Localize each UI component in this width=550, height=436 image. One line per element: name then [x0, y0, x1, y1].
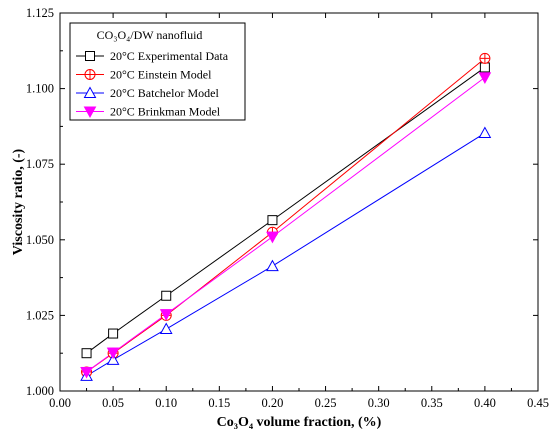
data-point	[266, 231, 279, 244]
data-point	[478, 72, 492, 84]
data-point	[479, 52, 491, 64]
data-point	[159, 322, 173, 335]
x-tick-label: 0.15	[208, 396, 230, 410]
x-tick-label: 0.25	[315, 396, 337, 410]
x-tick-label: 0.30	[368, 396, 390, 410]
y-tick-label: 1.075	[26, 157, 54, 171]
data-point	[159, 309, 173, 321]
x-tick-label: 0.10	[155, 396, 177, 410]
data-point	[266, 259, 279, 272]
axes-layer: 0.00 0.05 0.10 0.15 0.20 0.25 0.30 0.35 0.40 0.45…	[11, 6, 549, 430]
data-point	[106, 353, 120, 365]
legend-label-1: 20°C Einstein Model	[110, 68, 212, 82]
x-tick-label: 0.35	[421, 396, 443, 410]
data-point	[479, 62, 490, 73]
y-tick-label: 1.125	[26, 6, 54, 20]
y-axis-title: Viscosity ratio, (-)	[11, 148, 26, 255]
legend-label-2: 20°C Batchelor Model	[110, 86, 219, 100]
x-tick-label: 0.00	[49, 396, 71, 410]
legend-marker-1	[84, 69, 96, 80]
x-tick-label: 0.05	[102, 396, 124, 410]
legend: CO₃O₄/DW nanofluid 20°C Experimental Data…	[69, 22, 246, 121]
y-tick-label: 1.000	[26, 384, 54, 398]
x-axis-title: Co₃O₄ volume fraction, (%)	[217, 415, 382, 430]
legend-label-0: 20°C Experimental Data	[110, 49, 229, 63]
y-tick-label: 1.025	[26, 308, 54, 322]
data-point	[267, 215, 278, 226]
legend-marker-3	[83, 106, 97, 119]
y-tick-label: 1.100	[26, 82, 54, 96]
y-tick-label: 1.050	[26, 233, 54, 247]
legend-label-3: 20°C Brinkman Model	[110, 105, 221, 119]
data-point	[478, 126, 492, 139]
x-tick-label: 0.45	[527, 396, 549, 410]
data-point	[81, 348, 92, 359]
data-point	[161, 290, 172, 301]
x-tick-label: 0.20	[262, 396, 284, 410]
plot-layer	[80, 52, 492, 381]
x-tick-label: 0.40	[474, 396, 496, 410]
data-point	[108, 328, 119, 339]
legend-box	[69, 22, 246, 121]
data-point	[106, 347, 120, 360]
legend-marker-0	[85, 51, 95, 61]
legend-title: CO₃O₄/DW nanofluid	[97, 28, 203, 42]
data-point	[80, 366, 93, 379]
legend-marker-2	[83, 86, 97, 98]
